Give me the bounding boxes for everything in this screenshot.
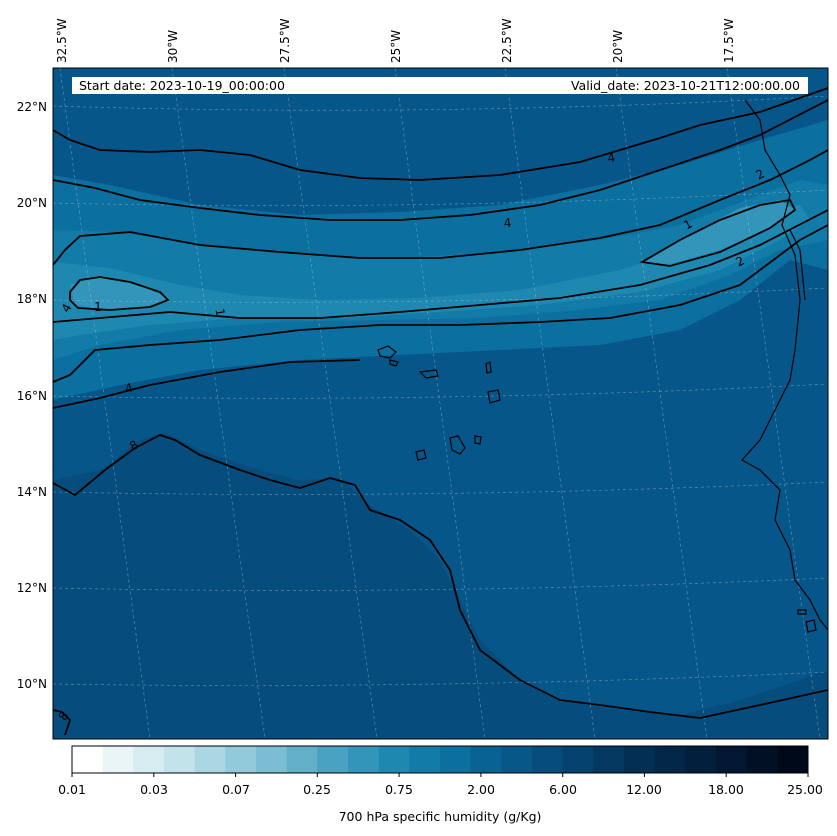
colorbar-swatch <box>194 746 226 773</box>
colorbar-tick-label: 12.00 <box>626 782 662 797</box>
colorbar-tick-label: 0.07 <box>222 782 250 797</box>
longitude-label: 22.5°W <box>500 18 514 63</box>
contour-8-sw <box>53 709 72 736</box>
colorbar-swatch <box>777 746 809 773</box>
colorbar-swatch <box>716 746 748 773</box>
contour-1-west <box>69 276 170 311</box>
colorbar-swatch <box>440 746 472 773</box>
colorbar-swatch <box>593 746 625 773</box>
cape-verde-island-1 <box>377 345 397 359</box>
colorbar-tick-label: 2.00 <box>467 782 495 797</box>
contour-4-far-south <box>53 359 361 409</box>
contour-label: 4 <box>503 216 512 231</box>
cape-verde-island-4 <box>485 361 492 374</box>
colorbar-swatch <box>286 746 318 773</box>
colorbar-swatch <box>654 746 686 773</box>
contour-label: 4 <box>123 380 134 396</box>
colorbar-tick-label: 0.03 <box>140 782 168 797</box>
colorbar-swatch <box>746 746 778 773</box>
map-frame <box>52 67 829 740</box>
humidity-field-core <box>53 205 810 340</box>
longitude-label: 17.5°W <box>722 18 736 63</box>
colorbar-tick-label: 0.01 <box>58 782 86 797</box>
cape-verde-island-6 <box>449 435 466 455</box>
latitude-label: 18°N <box>17 292 47 306</box>
colorbar-swatch <box>317 746 349 773</box>
latitude-label: 22°N <box>17 100 47 114</box>
colorbar-swatch <box>164 746 196 773</box>
latitude-label: 16°N <box>17 389 47 403</box>
humidity-contours <box>53 87 828 736</box>
humidity-field-south <box>53 432 828 739</box>
colorbar-swatch <box>133 746 165 773</box>
latitude-label: 12°N <box>17 581 47 595</box>
latitude-label: 10°N <box>17 677 47 691</box>
longitude-label: 32.5°W <box>55 18 69 63</box>
colorbar <box>72 746 809 773</box>
colorbar-swatch <box>256 746 288 773</box>
longitude-label: 27.5°W <box>278 18 292 63</box>
latitude-labels: 22°N 20°N 18°N 16°N 14°N 12°N 10°N <box>17 100 47 691</box>
africa-coast-inner <box>789 229 806 301</box>
longitude-label: 30°W <box>166 30 180 63</box>
colorbar-tick-label: 6.00 <box>549 782 577 797</box>
cape-verde-island-3 <box>418 369 439 379</box>
contour-4-north-b <box>53 87 828 181</box>
cape-verde-island-2 <box>389 359 399 367</box>
latitude-label: 14°N <box>17 485 47 499</box>
start-date-text: Start date: 2023-10-19_00:00:00 <box>79 78 285 93</box>
colorbar-swatch <box>409 746 441 773</box>
colorbar-tick-label: 0.75 <box>385 782 413 797</box>
contour-label: 1 <box>94 300 102 314</box>
colorbar-swatch <box>225 746 257 773</box>
contour-4-south <box>53 224 828 383</box>
colorbar-tick-label: 18.00 <box>708 782 744 797</box>
contour-2-south <box>53 209 828 323</box>
colorbar-tick-label: 25.00 <box>787 782 823 797</box>
cape-verde-island-8 <box>415 449 427 461</box>
colorbar-title: 700 hPa specific humidity (g/Kg) <box>338 809 542 824</box>
contour-4-north <box>53 99 828 221</box>
colorbar-swatch <box>685 746 717 773</box>
colorbar-swatch <box>624 746 656 773</box>
colorbar-swatch <box>501 746 533 773</box>
colorbar-swatch <box>470 746 502 773</box>
contour-2-north <box>53 149 828 266</box>
colorbar-swatch <box>378 746 410 773</box>
longitude-label: 20°W <box>611 30 625 63</box>
africa-coast <box>741 99 828 631</box>
longitude-label: 25°W <box>389 30 403 63</box>
colorbar-frame <box>71 745 809 774</box>
humidity-field-peak-east <box>640 200 795 264</box>
longitude-labels: 32.5°W 30°W 27.5°W 25°W 22.5°W 20°W 17.5… <box>55 18 736 63</box>
contour-8 <box>53 434 828 719</box>
colorbar-swatch <box>532 746 564 773</box>
contour-label: 1 <box>212 307 227 317</box>
cape-verde-island-5 <box>487 389 501 404</box>
latitude-label: 20°N <box>17 196 47 210</box>
bijagos-islands <box>797 609 817 633</box>
cape-verde-island-7 <box>474 435 482 445</box>
contour-label: 4 <box>606 151 616 166</box>
colorbar-swatch <box>102 746 134 773</box>
contour-1-east <box>639 199 797 267</box>
colorbar-ticks <box>71 773 809 777</box>
valid-date-text: Valid_date: 2023-10-21T12:00:00.00 <box>570 78 800 93</box>
header-info-bar: Start date: 2023-10-19_00:00:00 Valid_da… <box>72 77 808 94</box>
map-plot-area <box>53 68 828 739</box>
colorbar-tick-label: 0.25 <box>303 782 331 797</box>
colorbar-swatch <box>348 746 380 773</box>
colorbar-swatch <box>562 746 594 773</box>
coastlines <box>377 99 828 633</box>
colorbar-swatch <box>72 746 104 773</box>
graticule <box>53 68 828 739</box>
